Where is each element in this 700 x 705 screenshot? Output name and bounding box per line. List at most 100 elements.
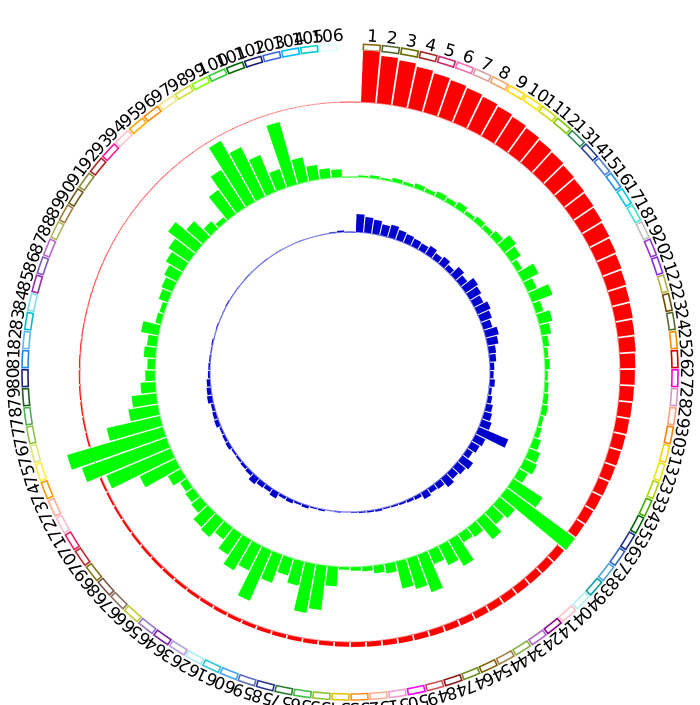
segment-arc-9 bbox=[506, 84, 526, 101]
segment-arc-74 bbox=[40, 479, 54, 500]
segment-label-106: 106 bbox=[311, 26, 345, 48]
segment-arc-106 bbox=[318, 43, 338, 53]
outer-bar-62 bbox=[212, 605, 228, 617]
segment-arc-36 bbox=[619, 530, 636, 551]
segment-arc-64 bbox=[152, 629, 173, 646]
segment-arc-95 bbox=[128, 116, 148, 135]
inner-bar-97 bbox=[267, 253, 276, 259]
middle-bar-28 bbox=[543, 381, 549, 393]
middle-bar-97 bbox=[210, 169, 246, 214]
segment-arc-3 bbox=[399, 47, 420, 59]
outer-bar-3 bbox=[392, 59, 417, 109]
inner-bar-79 bbox=[206, 378, 211, 388]
segment-arc-11 bbox=[537, 105, 557, 123]
inner-bar-98 bbox=[274, 248, 283, 254]
inner-bar-70 bbox=[230, 448, 238, 457]
outer-bar-13 bbox=[532, 151, 564, 184]
inner-bar-63 bbox=[268, 488, 280, 500]
outer-bar-55 bbox=[318, 639, 334, 647]
middle-bar-35 bbox=[519, 458, 538, 476]
middle-bar-98 bbox=[208, 140, 256, 208]
middle-bar-7 bbox=[424, 187, 436, 197]
outer-bar-78 bbox=[79, 401, 84, 417]
outer-ring-layer bbox=[78, 50, 637, 648]
middle-ring-layer bbox=[66, 121, 576, 614]
segment-arc-88 bbox=[49, 220, 65, 241]
outer-bar-76 bbox=[84, 432, 91, 448]
segment-arc-14 bbox=[580, 142, 599, 162]
inner-bar-66 bbox=[248, 473, 260, 485]
middle-bar-66 bbox=[200, 513, 224, 538]
segment-label-53: 53 bbox=[349, 698, 371, 705]
middle-bar-49 bbox=[395, 558, 415, 590]
inner-bar-40 bbox=[446, 467, 459, 480]
outer-bar-10 bbox=[494, 116, 527, 153]
outer-bar-95 bbox=[167, 162, 180, 173]
middle-bar-3 bbox=[380, 177, 392, 182]
outer-bar-41 bbox=[524, 567, 542, 585]
outer-bar-30 bbox=[613, 416, 630, 435]
inner-bar-101 bbox=[296, 238, 305, 243]
middle-bar-50 bbox=[384, 561, 398, 574]
middle-bar-91 bbox=[167, 238, 196, 263]
outer-bar-11 bbox=[507, 127, 540, 163]
outer-bar-101 bbox=[247, 115, 263, 123]
inner-bar-26 bbox=[489, 362, 495, 371]
middle-bar-73 bbox=[105, 448, 176, 489]
inner-bar-38 bbox=[457, 454, 474, 470]
outer-bar-90 bbox=[117, 220, 127, 234]
inner-bar-33 bbox=[478, 418, 493, 431]
inner-bar-19 bbox=[474, 300, 492, 315]
inner-bar-71 bbox=[224, 441, 233, 451]
inner-bar-47 bbox=[398, 500, 407, 506]
segment-arc-51 bbox=[387, 688, 408, 699]
inner-bar-105 bbox=[328, 231, 337, 234]
segment-arc-77 bbox=[25, 425, 37, 445]
segment-arc-20 bbox=[643, 238, 658, 258]
outer-bar-20 bbox=[596, 253, 622, 277]
segment-arc-18 bbox=[626, 203, 642, 224]
middle-bar-31 bbox=[537, 415, 545, 428]
middle-bar-46 bbox=[427, 545, 445, 565]
inner-bar-67 bbox=[244, 467, 254, 477]
segment-arc-35 bbox=[629, 514, 645, 535]
segment-arc-49 bbox=[424, 679, 445, 692]
segment-arc-55 bbox=[311, 691, 331, 701]
outer-bar-19 bbox=[589, 237, 617, 262]
middle-bar-67 bbox=[192, 505, 216, 528]
outer-bar-7 bbox=[452, 87, 483, 129]
segment-arc-46 bbox=[478, 658, 499, 674]
middle-bar-86 bbox=[159, 301, 168, 314]
outer-bar-39 bbox=[547, 544, 565, 563]
middle-bar-27 bbox=[544, 370, 549, 382]
outer-bar-51 bbox=[381, 637, 398, 646]
outer-bar-31 bbox=[609, 432, 627, 451]
segment-label-80: 80 bbox=[4, 367, 24, 389]
segment-label-27: 27 bbox=[676, 367, 696, 389]
segment-arc-78 bbox=[23, 406, 34, 426]
inner-bar-6 bbox=[395, 229, 408, 243]
segment-label-81: 81 bbox=[4, 347, 25, 369]
inner-bar-49 bbox=[382, 505, 391, 510]
inner-bar-93 bbox=[243, 273, 250, 281]
middle-bar-21 bbox=[532, 300, 544, 314]
outer-bar-27 bbox=[619, 369, 636, 386]
middle-bar-106 bbox=[330, 168, 343, 179]
middle-bar-59 bbox=[276, 554, 294, 577]
segment-arc-86 bbox=[36, 255, 50, 276]
segment-arc-41 bbox=[557, 604, 577, 623]
segment-arc-19 bbox=[635, 220, 651, 241]
inner-bar-75 bbox=[211, 411, 219, 421]
middle-bar-24 bbox=[541, 335, 550, 347]
outer-bar-22 bbox=[607, 286, 631, 307]
inner-bar-25 bbox=[488, 353, 497, 363]
inner-bar-74 bbox=[213, 418, 222, 429]
outer-bar-12 bbox=[520, 139, 552, 173]
outer-bar-81 bbox=[78, 353, 81, 369]
middle-bar-85 bbox=[154, 312, 165, 325]
segment-arc-97 bbox=[158, 94, 178, 112]
outer-bar-88 bbox=[102, 247, 111, 262]
inner-bar-84 bbox=[210, 337, 215, 347]
segment-arc-4 bbox=[418, 50, 438, 63]
